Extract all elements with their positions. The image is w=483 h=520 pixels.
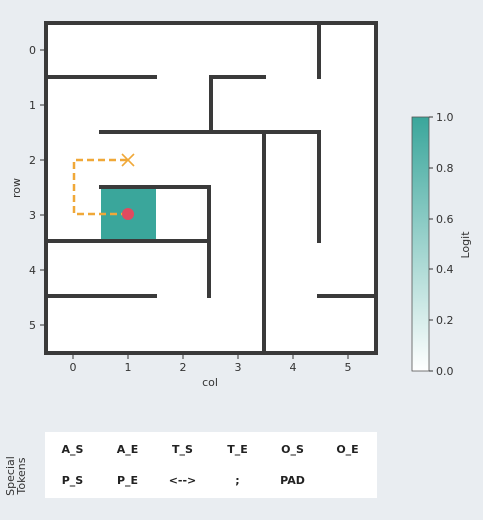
y-tick-label: 1 — [29, 99, 36, 112]
colorbar-ticks — [429, 116, 433, 372]
colorbar-label: Logit — [459, 231, 472, 259]
colorbar-tick-label: 0.8 — [436, 162, 454, 175]
token: T_E — [227, 443, 248, 456]
token: A_E — [116, 443, 139, 456]
token: ; — [235, 474, 240, 487]
y-tick-label: 2 — [29, 154, 36, 167]
x-tick-label: 3 — [235, 361, 242, 374]
x-tick-label: 1 — [125, 361, 132, 374]
y-axis-label: row — [10, 178, 23, 198]
origin-marker — [122, 208, 134, 220]
maze-border — [44, 21, 378, 355]
x-tick-label: 2 — [180, 361, 187, 374]
token: O_E — [336, 443, 359, 456]
colorbar-tick-label: 0.4 — [436, 263, 454, 276]
y-axis — [40, 49, 44, 326]
x-axis-label: col — [202, 376, 218, 389]
special-tokens-label-line2: Tokens — [15, 457, 28, 495]
token: T_S — [172, 443, 193, 456]
x-tick-label: 4 — [290, 361, 297, 374]
path-line — [72, 158, 128, 216]
colorbar-tick-label: 0.2 — [436, 314, 454, 327]
token: <--> — [168, 474, 197, 487]
maze-walls — [46, 23, 376, 353]
colorbar-tick-label: 0.6 — [436, 213, 454, 226]
special-tokens-panel: A_S A_E T_S T_E O_S O_E P_S P_E <--> ; P… — [45, 432, 377, 498]
maze-figure: 0 1 2 3 4 5 row 0 1 2 3 4 5 col 1.0 0.8 … — [10, 21, 472, 389]
x-tick-label: 5 — [345, 361, 352, 374]
colorbar — [411, 116, 430, 372]
x-axis — [72, 355, 349, 359]
y-tick-label: 3 — [29, 209, 36, 222]
special-tokens-label: Special Tokens — [4, 456, 28, 496]
colorbar-tick-label: 0.0 — [436, 365, 454, 378]
y-tick-label: 4 — [29, 264, 36, 277]
token: A_S — [61, 443, 84, 456]
y-tick-label: 5 — [29, 319, 36, 332]
colorbar-tick-label: 1.0 — [436, 111, 454, 124]
target-marker — [121, 153, 135, 167]
token: P_S — [61, 474, 84, 487]
x-tick-label: 0 — [70, 361, 77, 374]
token: O_S — [281, 443, 304, 456]
token: PAD — [280, 474, 305, 487]
token: P_E — [116, 474, 139, 487]
y-tick-label: 0 — [29, 44, 36, 57]
